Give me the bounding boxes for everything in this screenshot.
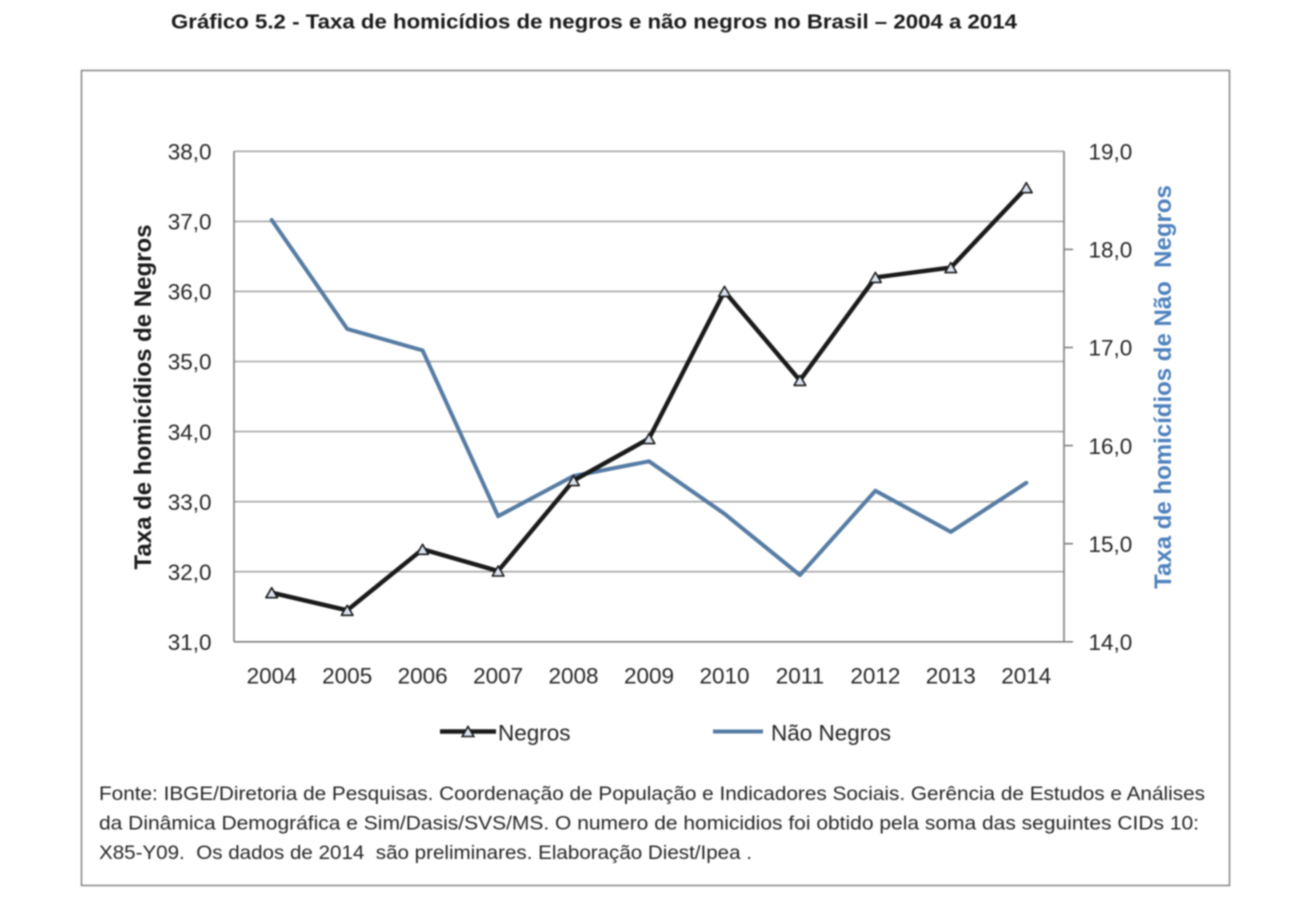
svg-text:34,0: 34,0 (168, 420, 212, 445)
svg-text:38,0: 38,0 (168, 140, 212, 165)
svg-text:18,0: 18,0 (1089, 238, 1133, 263)
svg-text:2005: 2005 (322, 664, 372, 689)
svg-text:Taxa de homicídios de Negros: Taxa de homicídios de Negros (130, 225, 157, 570)
svg-text:2008: 2008 (548, 664, 598, 689)
svg-text:35,0: 35,0 (168, 350, 212, 375)
svg-text:2010: 2010 (699, 664, 749, 689)
svg-text:33,0: 33,0 (168, 490, 212, 515)
svg-text:Gráfico 5.2 - Taxa de homicídi: Gráfico 5.2 - Taxa de homicídios de negr… (171, 11, 1018, 34)
svg-text:19,0: 19,0 (1089, 140, 1133, 165)
svg-text:36,0: 36,0 (168, 280, 212, 305)
svg-text:17,0: 17,0 (1089, 336, 1133, 361)
svg-text:da Dinâmica Demográfica e Sim/: da Dinâmica Demográfica e Sim/Dasis/SVS/… (99, 812, 1199, 834)
svg-text:2011: 2011 (776, 664, 824, 689)
svg-text:2007: 2007 (473, 664, 523, 689)
svg-text:15,0: 15,0 (1089, 532, 1133, 557)
svg-text:2004: 2004 (247, 664, 297, 689)
svg-text:2014: 2014 (1001, 664, 1051, 689)
svg-text:2009: 2009 (624, 664, 674, 689)
svg-text:Não Negros: Não Negros (771, 721, 891, 746)
svg-text:X85-Y09. Os dados de 2014 sã: X85-Y09. Os dados de 2014 são preliminar… (99, 842, 752, 864)
svg-text:37,0: 37,0 (168, 210, 212, 235)
svg-text:2012: 2012 (850, 664, 900, 689)
svg-text:Fonte: IBGE/Diretoria de Pesqu: Fonte: IBGE/Diretoria de Pesquisas. Coor… (99, 783, 1205, 805)
svg-text:2013: 2013 (926, 664, 976, 689)
svg-text:2006: 2006 (398, 664, 448, 689)
svg-text:31,0: 31,0 (168, 630, 212, 655)
svg-text:32,0: 32,0 (168, 560, 212, 585)
svg-text:16,0: 16,0 (1089, 434, 1133, 459)
svg-text:Taxa de homicídios de Não Neg: Taxa de homicídios de Não Negros (1150, 185, 1177, 589)
svg-text:Negros: Negros (498, 721, 571, 746)
svg-text:14,0: 14,0 (1089, 630, 1133, 655)
